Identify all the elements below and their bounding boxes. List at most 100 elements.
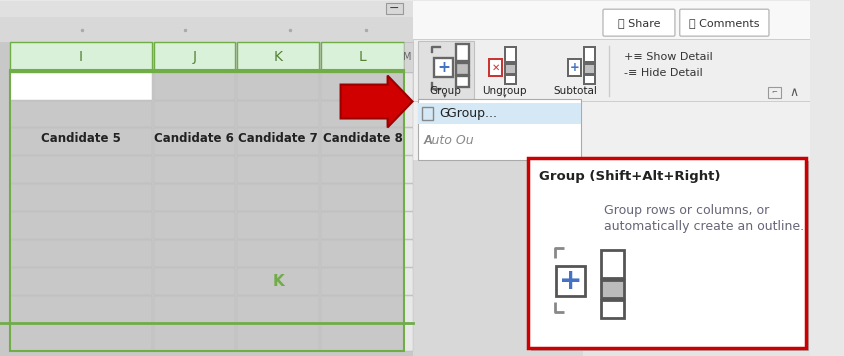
Bar [0,17,413,42]
Bar [237,100,320,127]
Text: automatically create an outline.: automatically create an outline. [604,220,804,233]
Bar [584,75,595,84]
Text: K: K [273,49,283,64]
Bar [154,324,235,351]
Bar [154,268,235,295]
Bar [322,156,404,183]
Bar [601,280,624,298]
Bar [9,324,152,351]
Text: +≡ Show Detail: +≡ Show Detail [624,52,712,62]
Bar [531,161,809,351]
Text: Group rows or columns, or: Group rows or columns, or [604,204,770,217]
Bar [154,129,235,156]
Text: 🔗 Share: 🔗 Share [618,18,660,28]
Bar [9,72,404,351]
Bar [154,156,235,183]
Bar [322,324,404,351]
Bar [237,184,320,211]
Bar [0,1,413,356]
Bar [567,59,582,76]
Bar [154,73,235,100]
Bar [9,73,152,100]
Bar [9,42,152,72]
Bar [404,268,413,295]
Bar [556,266,585,296]
Text: G: G [440,107,449,120]
Text: K: K [273,274,284,289]
Bar [404,212,413,239]
Text: M: M [403,52,412,62]
Bar [322,184,404,211]
Text: Ungroup: Ungroup [483,85,527,95]
Text: Auto Ou: Auto Ou [424,134,474,147]
Bar [322,268,404,295]
Bar [386,3,403,14]
Bar [505,64,517,74]
Text: ⌐: ⌐ [771,89,777,95]
Bar [154,184,235,211]
Bar [237,212,320,239]
Bar [404,324,413,351]
Bar [505,75,517,84]
Bar [9,156,152,183]
Bar [767,87,781,98]
Bar [322,212,404,239]
Bar [404,129,413,156]
Bar [9,296,152,323]
Bar [584,64,595,74]
Bar [154,296,235,323]
Bar [0,1,413,17]
Bar [9,100,152,127]
Bar [456,44,469,61]
Bar [322,129,404,156]
Bar [9,212,152,239]
Bar [404,240,413,267]
Text: -≡ Hide Detail: -≡ Hide Detail [624,68,702,78]
Bar [9,240,152,267]
Bar [9,69,404,72]
Bar [419,41,474,99]
FancyBboxPatch shape [603,9,675,36]
Text: Candidate 6: Candidate 6 [154,132,235,145]
Bar [237,129,320,156]
Bar [9,129,152,156]
Bar [584,47,595,62]
Bar [237,268,320,295]
Bar [237,296,320,323]
Bar [456,63,469,74]
Bar [154,42,235,72]
Bar [422,106,433,120]
Bar [237,240,320,267]
Bar [9,268,152,295]
Text: 🗨 Comments: 🗨 Comments [689,18,760,28]
Bar [154,100,235,127]
Text: Candidate 5: Candidate 5 [41,132,121,145]
Text: ✕: ✕ [491,63,500,73]
Text: I: I [78,49,83,64]
Text: J: J [192,49,197,64]
Bar [404,100,413,127]
Bar [583,161,809,356]
Text: Candidate 8: Candidate 8 [322,132,403,145]
Bar [456,76,469,87]
Text: L: L [359,49,366,64]
Text: Group: Group [430,85,461,95]
Bar [489,59,502,76]
Text: Group (Shift+Alt+Right): Group (Shift+Alt+Right) [539,170,721,183]
Bar [237,156,320,183]
Text: ▾: ▾ [443,94,447,100]
Text: Group...: Group... [440,107,497,120]
Bar [237,42,320,72]
Bar [9,184,152,211]
Bar [322,240,404,267]
Bar [419,99,582,161]
Bar [419,103,582,125]
Bar [154,212,235,239]
Bar [413,39,809,100]
Text: +: + [570,61,579,74]
Bar [528,158,806,348]
Bar [237,324,320,351]
Bar [601,300,624,318]
FancyBboxPatch shape [679,9,769,36]
Text: +: + [559,267,582,295]
